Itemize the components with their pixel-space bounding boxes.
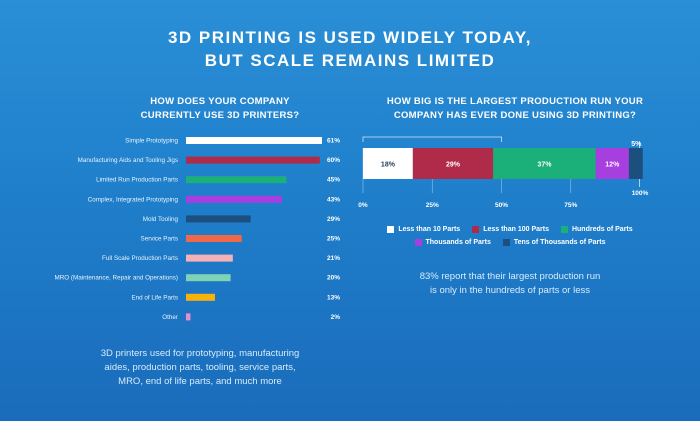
- x-tick-label: 75%: [564, 202, 577, 209]
- right-subtitle-line1: HOW BIG IS THE LARGEST PRODUCTION RUN YO…: [386, 96, 644, 107]
- legend-label: Hundreds of Parts: [571, 226, 633, 233]
- stacked-segment: [628, 148, 643, 179]
- bar: [186, 156, 320, 164]
- bar: [186, 176, 287, 184]
- legend-swatch: [502, 239, 510, 246]
- bar: [186, 254, 233, 262]
- legend-item: Tens of Thousands of Parts: [502, 239, 606, 246]
- right-note-line1: 83% report that their largest production…: [419, 271, 601, 282]
- legend-label: Less than 10 Parts: [398, 226, 461, 233]
- bar: [186, 195, 282, 203]
- stacked-segment: [412, 148, 494, 179]
- right-chart-note: 83% report that their largest production…: [370, 270, 650, 298]
- bar: [186, 235, 242, 242]
- production-run-stacked-chart: 18% 29% 37% 12% 5% 0% 25% 50% 75% 100%: [358, 136, 649, 209]
- legend-item: Thousands of Parts: [414, 239, 491, 246]
- legend-swatch: [560, 226, 568, 233]
- legend-swatch: [414, 239, 422, 246]
- legend-label: Thousands of Parts: [425, 239, 491, 246]
- legend-swatch: [472, 226, 480, 233]
- value-label: 25%: [327, 236, 340, 243]
- main-title-line1: 3D PRINTING IS USED WIDELY TODAY,: [167, 28, 533, 47]
- legend-label: Less than 100 Parts: [483, 226, 549, 233]
- value-label: 60%: [327, 157, 340, 164]
- left-chart-subtitle: HOW DOES YOUR COMPANY CURRENTLY USE 3D P…: [95, 95, 345, 123]
- value-label: 45%: [327, 177, 340, 184]
- bracket-line: [362, 136, 502, 142]
- bar: [186, 274, 231, 282]
- category-label: End of Life Parts: [131, 294, 178, 301]
- stacked-segment: [595, 148, 629, 179]
- category-label: Complex, Integrated Prototyping: [88, 196, 179, 203]
- value-label: 21%: [327, 255, 340, 262]
- legend-item: Less than 10 Parts: [387, 226, 460, 233]
- category-label: Service Parts: [141, 236, 178, 243]
- stacked-chart-legend: Less than 10 Parts Less than 100 Parts Hun…: [370, 226, 650, 252]
- bar: [186, 313, 191, 321]
- right-note-line2: is only in the hundreds of parts or less: [429, 285, 590, 296]
- x-tick-label: 100%: [632, 190, 649, 197]
- legend-item: Less than 100 Parts: [472, 226, 549, 233]
- legend-label: Tens of Thousands of Parts: [513, 239, 606, 246]
- stacked-segment: [493, 148, 596, 179]
- left-subtitle-line1: HOW DOES YOUR COMPANY: [150, 96, 290, 107]
- right-subtitle-line2: COMPANY HAS EVER DONE USING 3D PRINTING?: [393, 110, 637, 121]
- category-label: Other: [162, 314, 178, 321]
- left-note-line2: aides, production parts, tooling, servic…: [104, 362, 296, 373]
- stacked-segment: [363, 148, 413, 179]
- category-label: Mold Tooling: [143, 216, 179, 223]
- legend-row-1: Less than 10 Parts Less than 100 Parts Hun…: [370, 226, 650, 233]
- segment-label: 12%: [605, 162, 620, 169]
- value-label: 13%: [327, 294, 340, 301]
- usage-bar-chart: Simple Prototyping 61% Manufacturing Aids …: [54, 137, 340, 321]
- legend-row-2: Thousands of Parts Tens of Thousands of P…: [370, 239, 650, 246]
- x-tick-label: 0%: [358, 202, 368, 209]
- value-label: 61%: [327, 138, 340, 145]
- segment-label: 37%: [537, 162, 552, 169]
- category-label: Full Scale Production Parts: [102, 255, 178, 262]
- segment-label: 5%: [631, 141, 642, 148]
- segment-label: 29%: [446, 162, 461, 169]
- main-title-line2: BUT SCALE REMAINS LIMITED: [204, 51, 496, 70]
- category-label: Manufacturing Aids and Tooling Jigs: [78, 157, 178, 164]
- value-label: 43%: [327, 196, 340, 203]
- bar: [186, 293, 215, 301]
- left-note-line1: 3D printers used for prototyping, manufa…: [100, 348, 300, 359]
- bar: [186, 215, 251, 223]
- left-note-line3: MRO, end of life parts, and much more: [118, 376, 282, 387]
- right-chart-subtitle: HOW BIG IS THE LARGEST PRODUCTION RUN YO…: [370, 95, 660, 123]
- left-chart-note: 3D printers used for prototyping, manufa…: [60, 347, 340, 389]
- x-tick-label: 50%: [495, 202, 508, 209]
- value-label: 20%: [327, 275, 340, 282]
- value-label: 29%: [327, 216, 340, 223]
- value-label: 2%: [331, 314, 341, 321]
- category-label: Simple Prototyping: [125, 138, 178, 145]
- bar: [186, 137, 322, 144]
- segment-label: 18%: [381, 162, 396, 169]
- x-tick-label: 25%: [426, 202, 439, 209]
- legend-item: Hundreds of Parts: [560, 226, 633, 233]
- legend-swatch: [387, 226, 395, 233]
- category-label: MRO (Maintenance, Repair and Operations): [54, 275, 178, 282]
- left-subtitle-line2: CURRENTLY USE 3D PRINTERS?: [140, 110, 300, 121]
- category-label: Limited Run Production Parts: [96, 177, 178, 184]
